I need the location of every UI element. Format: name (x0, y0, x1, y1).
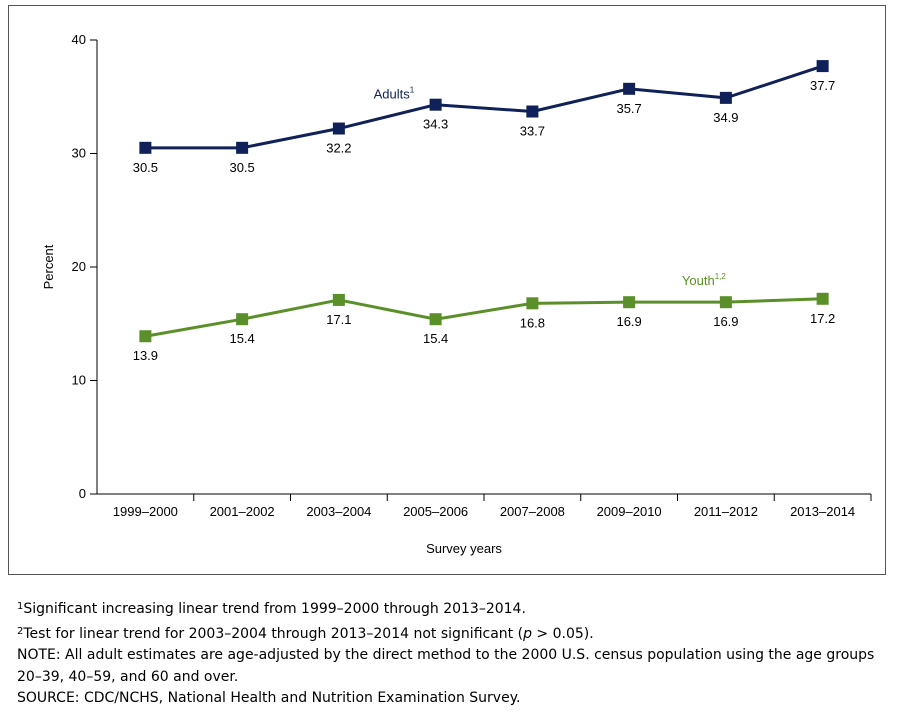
footnote-2-mark: 2 (17, 625, 24, 637)
series-superscript: 1 (410, 86, 415, 95)
x-tick-label: 2001–2002 (210, 504, 275, 519)
x-tick-label: 2009–2010 (597, 504, 662, 519)
series-name-label: Adults1 (374, 86, 415, 102)
data-point (816, 60, 829, 73)
footnotes: 1Significant increasing linear trend fro… (17, 596, 889, 710)
data-point (526, 297, 539, 310)
data-point (139, 141, 152, 154)
data-label: 32.2 (326, 141, 351, 156)
data-label: 16.8 (520, 315, 545, 330)
data-point (816, 292, 829, 305)
data-point (526, 105, 539, 118)
data-point (719, 91, 732, 104)
x-tick-label: 1999–2000 (113, 504, 178, 519)
line-chart: 0 10 20 30 40 1999–2000 2001–2002 2003–2004 2005… (41, 32, 872, 556)
data-point (236, 141, 249, 154)
data-point (623, 296, 636, 309)
footnote-1-text: Significant increasing linear trend from… (23, 601, 526, 617)
data-point (429, 313, 442, 326)
source-text: SOURCE: CDC/NCHS, National Health and Nu… (17, 690, 521, 706)
axes: 0 10 20 30 40 1999–2000 2001–2002 2003–2004 2005… (72, 32, 872, 519)
footnote-2-p-symbol: p (523, 625, 532, 642)
footnote-1: 1Significant increasing linear trend fro… (17, 596, 889, 621)
series-layer: 30.5 30.532.234.3 33.735.734.937.7Adults11… (133, 60, 836, 363)
data-label: 15.4 (229, 331, 254, 346)
x-tick-label: 2007–2008 (500, 504, 565, 519)
data-label: 35.7 (616, 101, 641, 116)
y-tick-label: 20 (72, 259, 86, 274)
data-label: 34.9 (713, 110, 738, 125)
footnote-2: 2Test for linear trend for 2003–2004 thr… (17, 621, 889, 646)
data-label: 15.4 (423, 331, 448, 346)
series-adults: 30.5 30.5 32.2 34.3 33.7 35.7 34.9 37.7 Adults1 (133, 60, 835, 175)
data-point (236, 313, 249, 326)
y-axis-title: Percent (41, 244, 56, 289)
footnote-2-text-after: > 0.05). (531, 625, 594, 642)
data-point (139, 330, 152, 343)
x-tick-label: 2005–2006 (403, 504, 468, 519)
data-label: 34.3 (423, 117, 448, 132)
series-superscript: 1,2 (715, 272, 727, 281)
data-point (429, 98, 442, 111)
data-label: 16.9 (616, 314, 641, 329)
x-axis-title: Survey years (426, 541, 502, 556)
y-tick-label: 0 (79, 486, 86, 501)
y-tick-label: 40 (72, 32, 86, 47)
data-label: 30.5 (229, 160, 254, 175)
note-text: NOTE: All adult estimates are age-adjust… (17, 647, 875, 685)
series-line (145, 64, 824, 150)
data-point (623, 82, 636, 95)
data-label: 30.5 (133, 160, 158, 175)
data-point (719, 296, 732, 309)
y-tick-label: 30 (72, 146, 86, 161)
data-label: 33.7 (520, 124, 545, 139)
data-label: 37.7 (810, 78, 835, 93)
y-tick-label: 10 (72, 373, 86, 388)
chart-frame: 0 10 20 30 40 1999–2000 2001–2002 2003–2004 2005… (8, 5, 886, 575)
series-name-label: Youth1,2 (682, 272, 726, 288)
data-label: 17.1 (326, 312, 351, 327)
data-point (332, 293, 345, 306)
x-tick-label: 2011–2012 (694, 504, 758, 519)
data-label: 17.2 (810, 311, 835, 326)
x-tick-label: 2003–2004 (306, 504, 371, 519)
data-label: 13.9 (133, 348, 158, 363)
footnote-1-mark: 1 (17, 601, 24, 612)
footnote-2-text-before: Test for linear trend for 2003–2004 thro… (23, 625, 524, 642)
x-tick-label: 2013–2014 (790, 504, 855, 519)
data-point (332, 122, 345, 135)
data-label: 16.9 (713, 314, 738, 329)
series-line (145, 297, 823, 338)
series-youth: 13.9 15.4 17.1 15.4 16.8 16.9 16.9 17.2 Youth1,2 (133, 272, 836, 363)
